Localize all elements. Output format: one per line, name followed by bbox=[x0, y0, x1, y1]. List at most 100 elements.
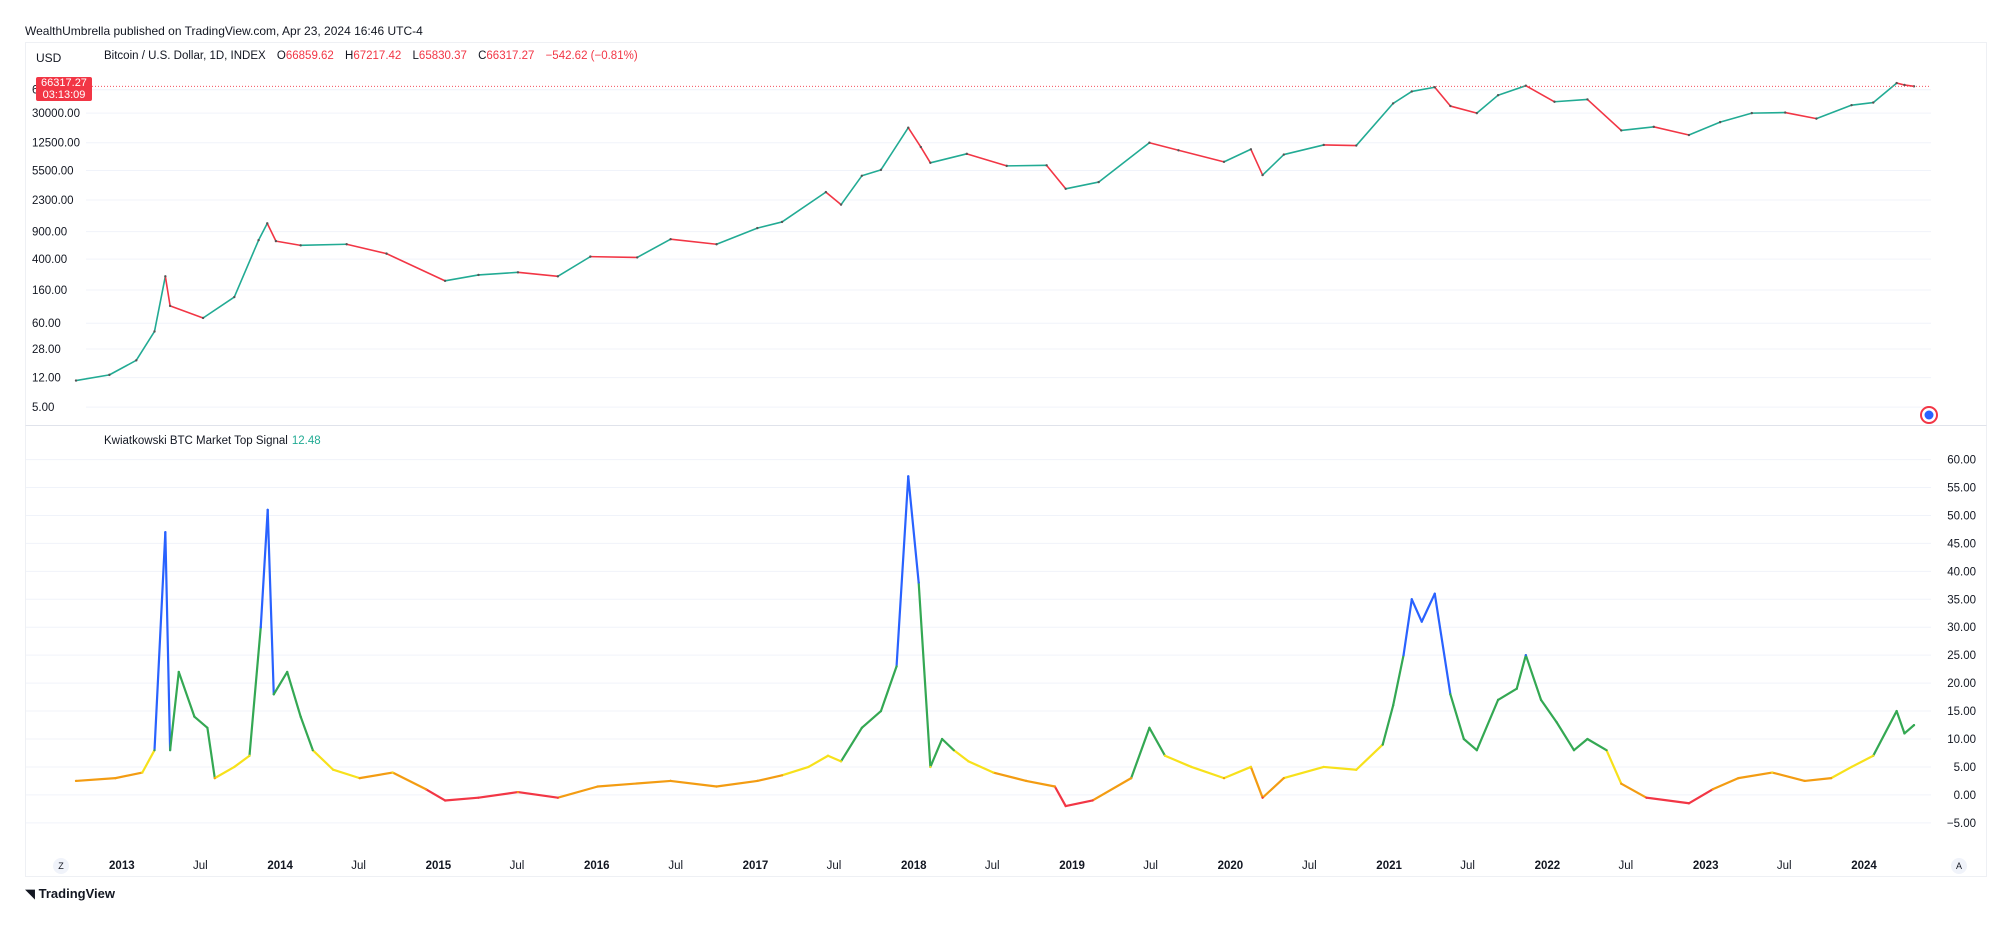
price-point bbox=[135, 359, 138, 362]
zoom-button[interactable]: Z bbox=[53, 858, 69, 874]
signal-point bbox=[992, 771, 995, 774]
price-point bbox=[233, 295, 236, 299]
signal-segment bbox=[929, 737, 944, 769]
price-point bbox=[1097, 180, 1100, 184]
price-point bbox=[1177, 149, 1180, 152]
signal-point bbox=[1261, 796, 1264, 799]
price-segment bbox=[1322, 144, 1358, 147]
signal-segment bbox=[1392, 654, 1405, 707]
signal-segment bbox=[1524, 654, 1543, 701]
signal-segment bbox=[1496, 687, 1518, 701]
price-segment bbox=[1005, 164, 1048, 167]
price-point bbox=[1005, 164, 1008, 168]
signal-segment bbox=[1872, 709, 1898, 757]
price-tick-label: 2300.00 bbox=[32, 195, 74, 207]
signal-point bbox=[1586, 737, 1589, 741]
signal-segment bbox=[1381, 704, 1395, 746]
price-segment bbox=[257, 222, 269, 241]
signal-segment bbox=[1830, 765, 1853, 780]
price-segment bbox=[715, 227, 759, 246]
price-point bbox=[1496, 93, 1500, 97]
price-segment bbox=[929, 153, 968, 164]
price-segment bbox=[1148, 141, 1180, 152]
price-segment bbox=[164, 275, 171, 307]
price-point bbox=[477, 273, 480, 277]
signal-panel[interactable]: Kwiatkowski BTC Market Top Signal 12.48 6… bbox=[25, 425, 1987, 877]
signal-segment bbox=[1025, 779, 1056, 788]
time-tick-label: Jul bbox=[668, 860, 683, 872]
price-segment bbox=[1410, 86, 1436, 93]
price-point bbox=[879, 168, 883, 172]
signal-segment bbox=[233, 754, 251, 769]
price-tick-label: 28.00 bbox=[32, 344, 61, 356]
time-tick-label: Jul bbox=[1302, 860, 1317, 872]
signal-point bbox=[1850, 765, 1853, 769]
signal-point bbox=[1620, 782, 1623, 785]
price-segment bbox=[1553, 98, 1589, 103]
signal-tick-label: 25.00 bbox=[1947, 650, 1976, 662]
price-tick-label: 5500.00 bbox=[32, 165, 74, 177]
publisher-line: WealthUmbrella published on TradingView.… bbox=[25, 24, 423, 38]
time-tick-label: Jul bbox=[827, 860, 842, 872]
price-legend[interactable]: Bitcoin / U.S. Dollar, 1D, INDEX O66859.… bbox=[104, 50, 646, 62]
signal-point bbox=[715, 785, 718, 788]
signal-segment bbox=[895, 475, 910, 668]
price-point bbox=[1222, 160, 1226, 164]
price-segment bbox=[153, 275, 167, 333]
signal-point bbox=[1190, 765, 1193, 769]
signal-segment bbox=[114, 771, 144, 780]
price-point bbox=[756, 226, 759, 230]
signal-point bbox=[1381, 743, 1384, 746]
signal-tick-label: 60.00 bbox=[1947, 455, 1976, 467]
tradingview-logo-icon: ◥ bbox=[25, 886, 35, 901]
time-tick-label: 2020 bbox=[1218, 860, 1244, 872]
signal-segment bbox=[1737, 771, 1774, 780]
price-point bbox=[669, 237, 672, 241]
signal-point bbox=[74, 779, 78, 783]
signal-point bbox=[177, 670, 180, 674]
signal-segment bbox=[1163, 754, 1193, 769]
signal-segment bbox=[169, 670, 180, 752]
price-point bbox=[153, 330, 156, 333]
signal-segment bbox=[1771, 771, 1806, 783]
signal-segment bbox=[177, 670, 196, 718]
price-tick-label: 400.00 bbox=[32, 254, 67, 266]
price-chart[interactable]: 60000.0030000.0012500.005500.002300.0090… bbox=[26, 43, 1986, 425]
signal-point bbox=[839, 760, 843, 763]
price-point bbox=[1045, 164, 1048, 167]
signal-segment bbox=[1605, 749, 1623, 785]
time-tick-label: 2016 bbox=[584, 860, 610, 872]
time-tick-label: 2017 bbox=[743, 860, 769, 872]
currency-label[interactable]: USD bbox=[36, 51, 62, 65]
signal-segment bbox=[992, 771, 1028, 783]
price-segment bbox=[966, 153, 1008, 167]
signal-segment bbox=[1322, 765, 1358, 771]
price-point bbox=[1449, 104, 1452, 108]
signal-point bbox=[391, 771, 394, 774]
signal-point bbox=[286, 670, 289, 674]
signal-segment bbox=[839, 726, 863, 763]
signal-point bbox=[153, 749, 156, 752]
signal-segment bbox=[391, 771, 428, 791]
signal-point bbox=[1737, 777, 1740, 780]
signal-segment bbox=[952, 749, 970, 763]
price-point bbox=[385, 252, 388, 255]
time-tick-label: Jul bbox=[1460, 860, 1475, 872]
auto-scale-button[interactable]: A bbox=[1951, 858, 1967, 874]
time-axis[interactable]: 2013 Jul 2014 Jul 2015 Jul 2016 Jul 2017 Jul 2018 J… bbox=[25, 850, 1985, 880]
signal-legend[interactable]: Kwiatkowski BTC Market Top Signal 12.48 bbox=[104, 435, 321, 447]
price-segment bbox=[1750, 111, 1786, 114]
signal-chart[interactable]: 60.00 55.00 50.00 45.00 40.00 35.00 30.00 25.00… bbox=[26, 426, 1986, 851]
signal-point bbox=[780, 774, 784, 777]
signal-point bbox=[206, 726, 209, 729]
price-point bbox=[1475, 111, 1479, 115]
signal-segment bbox=[259, 508, 269, 629]
price-segment bbox=[1064, 181, 1100, 190]
price-point bbox=[636, 256, 639, 259]
price-panel[interactable]: USD Bitcoin / U.S. Dollar, 1D, INDEX O66… bbox=[25, 42, 1987, 425]
time-tick-label: 2023 bbox=[1693, 860, 1719, 872]
price-segment bbox=[108, 359, 138, 376]
price-segment bbox=[781, 191, 827, 223]
price-segment bbox=[1097, 141, 1151, 183]
signal-point bbox=[1148, 726, 1151, 729]
